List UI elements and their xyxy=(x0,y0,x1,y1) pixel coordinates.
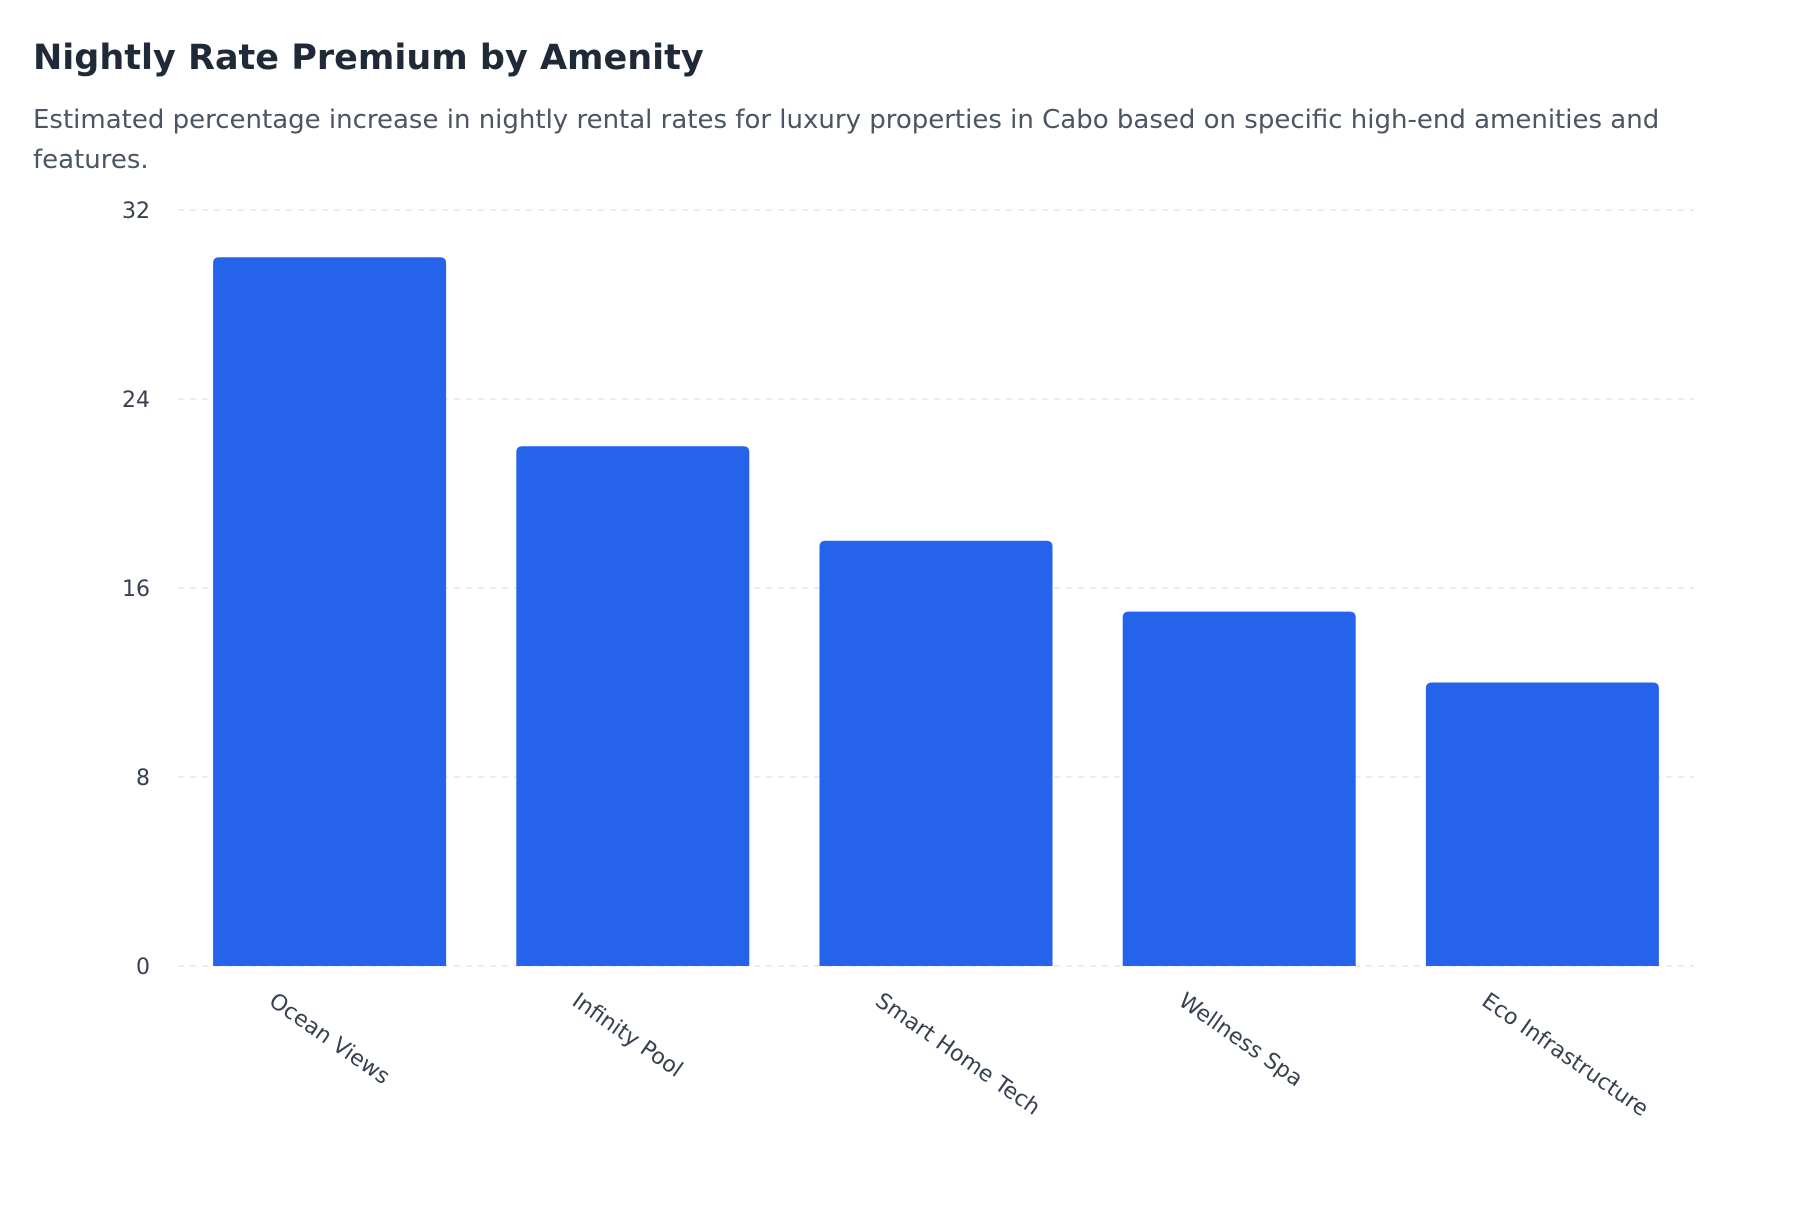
x-tick-label: Infinity Pool xyxy=(567,988,687,1082)
bar-smart-home-tech[interactable] xyxy=(819,540,1053,966)
y-tick-label: 24 xyxy=(122,388,150,413)
chart-title: Nightly Rate Premium by Amenity xyxy=(33,38,704,78)
x-tick-label: Smart Home Tech xyxy=(871,988,1045,1120)
x-axis: Ocean Views Infinity Pool Smart Home Tech W… xyxy=(264,988,1653,1121)
bar-wellness-spa[interactable] xyxy=(1122,611,1356,966)
bars xyxy=(213,257,1659,966)
x-tick-label: Ocean Views xyxy=(264,988,394,1089)
x-tick-label: Eco Infrastructure xyxy=(1477,988,1653,1121)
bar-eco-infrastructure[interactable] xyxy=(1425,682,1659,967)
x-tick-label: Wellness Spa xyxy=(1174,988,1307,1092)
bar-infinity-pool[interactable] xyxy=(516,446,750,966)
y-tick-label: 16 xyxy=(122,577,150,602)
y-tick-label: 32 xyxy=(122,199,150,224)
y-axis: 0 8 16 24 32 xyxy=(122,199,150,980)
y-tick-label: 8 xyxy=(136,766,150,791)
y-tick-label: 0 xyxy=(136,955,150,980)
bar-ocean-views[interactable] xyxy=(213,257,447,966)
chart-subtitle: Estimated percentage increase in nightly… xyxy=(33,105,1660,175)
